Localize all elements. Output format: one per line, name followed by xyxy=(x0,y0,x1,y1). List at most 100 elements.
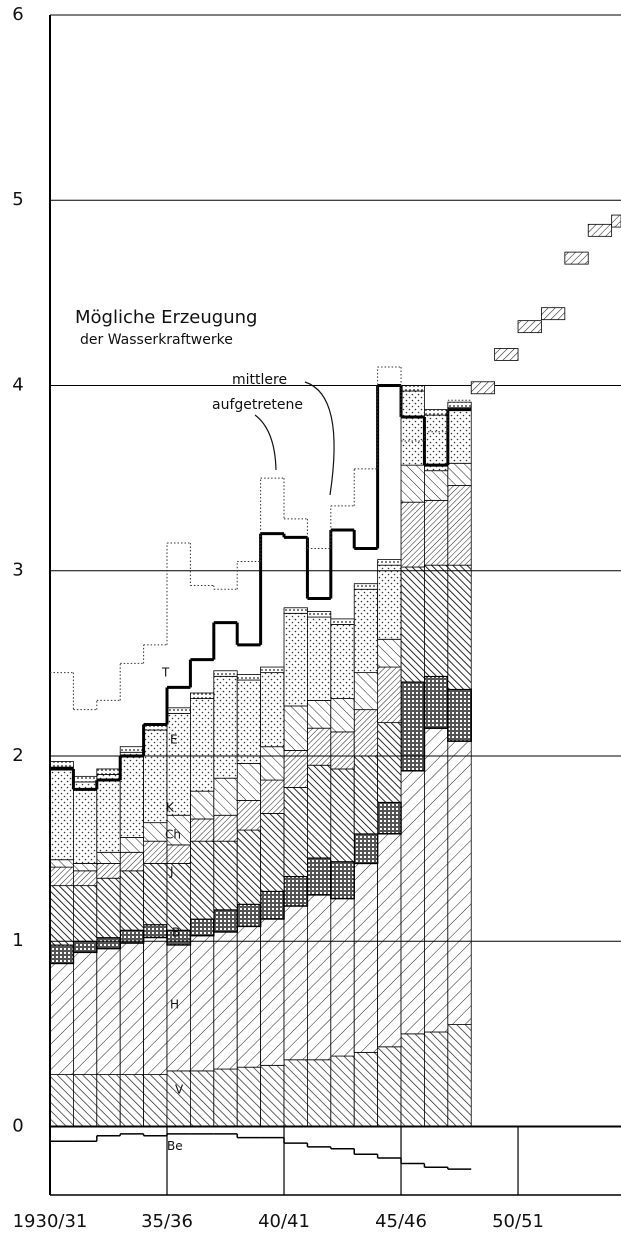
segment xyxy=(260,1064,285,1127)
segment xyxy=(376,801,402,835)
segment xyxy=(96,768,121,775)
segment xyxy=(330,1055,355,1127)
segment xyxy=(283,787,308,877)
segment xyxy=(447,407,472,464)
y-tick-label: 1 xyxy=(12,930,23,951)
segment xyxy=(143,840,168,864)
segment xyxy=(236,903,262,928)
segment xyxy=(330,860,355,900)
segment xyxy=(377,666,402,724)
segment xyxy=(424,414,449,472)
segment xyxy=(119,870,145,931)
segment xyxy=(119,837,145,853)
segment xyxy=(213,908,238,933)
segment xyxy=(283,607,308,614)
segment xyxy=(447,401,472,409)
projection-step xyxy=(494,348,519,361)
segment xyxy=(400,464,425,503)
segment xyxy=(119,751,145,838)
segment xyxy=(213,777,238,816)
series-label: T xyxy=(161,666,170,680)
segment xyxy=(330,698,355,733)
series-label: Be xyxy=(167,1139,183,1153)
segment xyxy=(119,746,145,753)
segment xyxy=(330,898,355,1057)
segment xyxy=(424,1031,449,1127)
segment xyxy=(283,705,308,751)
annotation: mittlere xyxy=(232,372,287,388)
segment xyxy=(400,501,425,568)
arrow xyxy=(254,414,277,471)
segment xyxy=(49,866,74,887)
projection-step xyxy=(564,251,589,265)
segment xyxy=(307,764,332,859)
segment xyxy=(119,1074,145,1127)
series-label: B xyxy=(172,926,180,940)
x-tick-label: 45/46 xyxy=(375,1211,427,1232)
segment xyxy=(49,963,74,1075)
segment xyxy=(330,768,355,862)
segment xyxy=(260,746,285,781)
segment xyxy=(447,1024,472,1127)
segment xyxy=(143,1074,168,1127)
segment xyxy=(166,707,191,714)
segment xyxy=(330,624,355,699)
segment xyxy=(236,1066,262,1127)
segment xyxy=(236,762,262,801)
segment xyxy=(213,814,238,842)
series-label: V xyxy=(175,1083,184,1097)
segment xyxy=(236,800,262,831)
segment xyxy=(400,390,425,466)
segment xyxy=(213,670,238,677)
segment xyxy=(143,729,168,824)
segment xyxy=(400,566,425,683)
segment xyxy=(260,779,285,814)
segment xyxy=(49,766,74,861)
segment xyxy=(353,1051,379,1127)
segment xyxy=(377,1046,402,1127)
segment xyxy=(190,818,215,842)
segment xyxy=(119,851,145,872)
segment xyxy=(307,727,332,766)
segment xyxy=(142,923,168,939)
segment xyxy=(307,611,332,618)
segment xyxy=(190,790,215,820)
segment xyxy=(143,822,168,842)
segment xyxy=(377,638,402,668)
projection-step xyxy=(517,320,542,334)
segment xyxy=(447,485,472,566)
segment xyxy=(283,905,308,1061)
series-label: K xyxy=(166,801,175,815)
segment xyxy=(353,588,379,674)
segment xyxy=(260,666,285,674)
segment xyxy=(73,775,98,783)
segment xyxy=(49,944,75,965)
segment xyxy=(424,409,449,416)
series-label: E xyxy=(170,733,178,747)
projection-step xyxy=(541,307,566,321)
segment xyxy=(400,385,425,392)
segment xyxy=(96,936,121,950)
series-label: J xyxy=(169,865,174,879)
segment xyxy=(330,618,355,625)
segment xyxy=(96,1074,121,1127)
projection-step xyxy=(611,214,621,228)
segment xyxy=(73,781,98,864)
segment xyxy=(190,935,215,1072)
segment xyxy=(307,1059,332,1127)
segment xyxy=(307,700,332,729)
y-tick-label: 2 xyxy=(12,745,23,766)
subtitle: der Wasserkraftwerke xyxy=(80,332,233,348)
segment xyxy=(189,918,215,937)
segment xyxy=(73,863,98,872)
segment xyxy=(353,833,379,865)
segment xyxy=(447,564,472,690)
segment xyxy=(213,675,238,779)
y-tick-label: 0 xyxy=(12,1115,23,1136)
segment xyxy=(447,462,472,486)
segment xyxy=(424,470,449,501)
segment xyxy=(73,885,98,942)
segment xyxy=(49,859,74,868)
arrow xyxy=(304,381,335,496)
segment xyxy=(213,931,238,1070)
